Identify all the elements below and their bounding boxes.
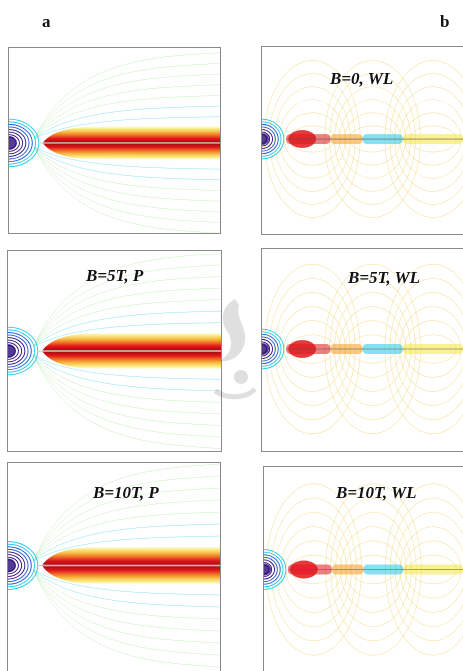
column-label-b: b — [440, 12, 450, 31]
contour-plot-a3 — [8, 463, 220, 668]
contour-plot-a1 — [9, 52, 220, 233]
contour-panel-a1 — [8, 47, 221, 234]
contour-panel-b2: B=5T, WL — [261, 248, 463, 452]
panel-label-a2: B=5T, P — [86, 266, 144, 285]
column-label-a: a — [42, 12, 51, 31]
watermark-logo — [213, 299, 257, 400]
contour-plot-a2 — [8, 253, 221, 449]
panel-label-b2: B=5T, WL — [348, 268, 421, 287]
contour-plot-b1 — [262, 60, 463, 218]
contour-plot-b3 — [264, 483, 463, 656]
contour-panel-a2: B=5T, P — [7, 250, 222, 452]
contour-plot-b2 — [262, 263, 463, 435]
panel-label-b3: B=10T, WL — [336, 483, 417, 502]
contour-panel-a3: B=10T, P — [7, 462, 221, 671]
contour-panel-b3: B=10T, WL — [263, 466, 463, 671]
contour-panel-b1: B=0, WL — [261, 46, 463, 235]
panel-label-b1: B=0, WL — [330, 69, 394, 88]
panel-label-a3: B=10T, P — [93, 483, 159, 502]
